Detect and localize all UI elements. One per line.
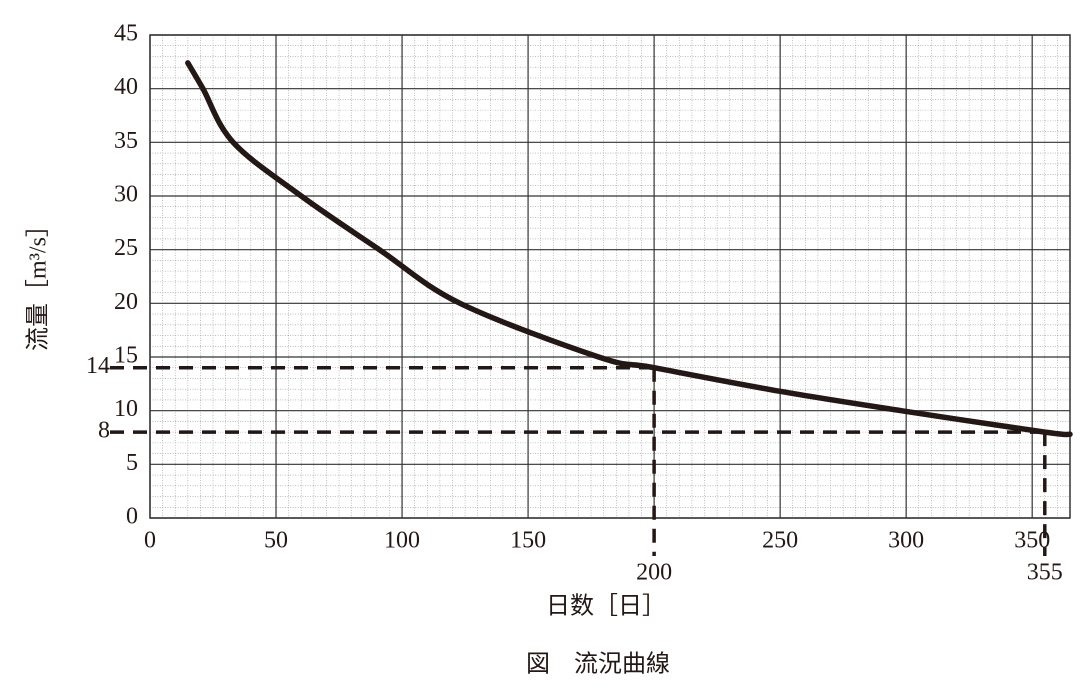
y-tick-label: 30 bbox=[114, 182, 138, 208]
x-tick-label: 100 bbox=[384, 528, 420, 554]
y-tick-label: 25 bbox=[114, 235, 138, 261]
y-axis-label: 流量［m³/s］ bbox=[25, 213, 52, 351]
y-tick-label: 10 bbox=[114, 396, 138, 422]
x-tick-label: 50 bbox=[264, 528, 288, 554]
flow-curve bbox=[185, 60, 1073, 438]
plot-frame bbox=[149, 34, 1071, 519]
x-tick-label: 300 bbox=[888, 528, 924, 554]
y-tick-label: 40 bbox=[114, 74, 138, 100]
x-tick-label: 250 bbox=[762, 528, 798, 554]
reference-x-label: 355 bbox=[1027, 560, 1063, 586]
y-tick-label: 5 bbox=[126, 450, 138, 476]
y-tick-label: 20 bbox=[114, 289, 138, 315]
x-tick-label: 0 bbox=[144, 528, 156, 554]
reference-y-label: 14 bbox=[86, 353, 110, 379]
reference-x-label: 200 bbox=[636, 560, 672, 586]
reference-y-label: 8 bbox=[98, 418, 110, 444]
y-tick-label: 45 bbox=[114, 21, 138, 47]
y-tick-label: 35 bbox=[114, 128, 138, 154]
chart-title: 図 流況曲線 bbox=[526, 651, 670, 678]
y-tick-label: 15 bbox=[114, 343, 138, 369]
x-tick-label: 150 bbox=[510, 528, 546, 554]
y-tick-label: 0 bbox=[126, 504, 138, 530]
x-axis-label: 日数［日］ bbox=[546, 593, 666, 620]
